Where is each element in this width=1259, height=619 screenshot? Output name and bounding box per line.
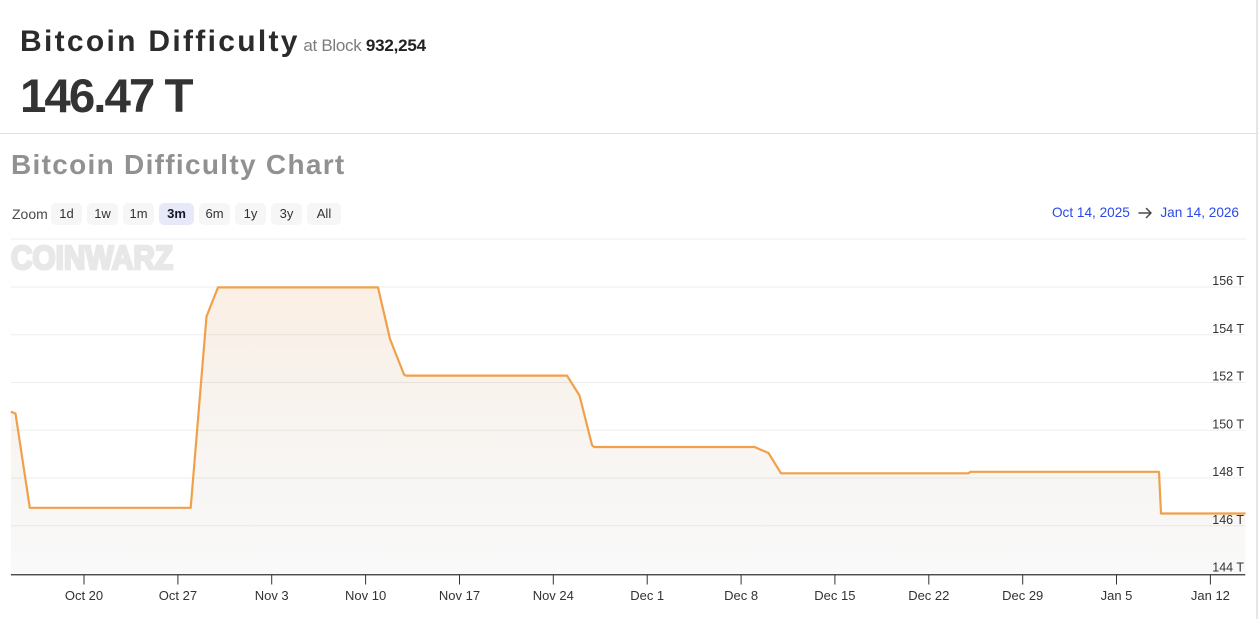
svg-text:150 T: 150 T (1212, 417, 1244, 431)
svg-text:Dec 22: Dec 22 (908, 588, 949, 603)
svg-text:Oct 20: Oct 20 (65, 588, 103, 603)
svg-text:Nov 17: Nov 17 (439, 588, 480, 603)
svg-text:Nov 10: Nov 10 (345, 588, 386, 603)
svg-text:Jan 12: Jan 12 (1191, 588, 1230, 603)
svg-text:154 T: 154 T (1212, 322, 1244, 336)
svg-text:Nov 24: Nov 24 (533, 588, 574, 603)
svg-text:Dec 29: Dec 29 (1002, 588, 1043, 603)
svg-text:Jan 5: Jan 5 (1101, 588, 1133, 603)
svg-text:Oct 27: Oct 27 (159, 588, 197, 603)
svg-text:COINWARZ: COINWARZ (11, 239, 173, 276)
svg-text:144 T: 144 T (1212, 561, 1244, 575)
svg-text:146 T: 146 T (1212, 513, 1244, 527)
svg-text:148 T: 148 T (1212, 465, 1244, 479)
svg-text:Dec 1: Dec 1 (630, 588, 664, 603)
svg-text:152 T: 152 T (1212, 370, 1244, 384)
svg-text:Dec 15: Dec 15 (814, 588, 855, 603)
svg-text:Nov 3: Nov 3 (255, 588, 289, 603)
svg-text:Dec 8: Dec 8 (724, 588, 758, 603)
svg-text:156 T: 156 T (1212, 274, 1244, 288)
